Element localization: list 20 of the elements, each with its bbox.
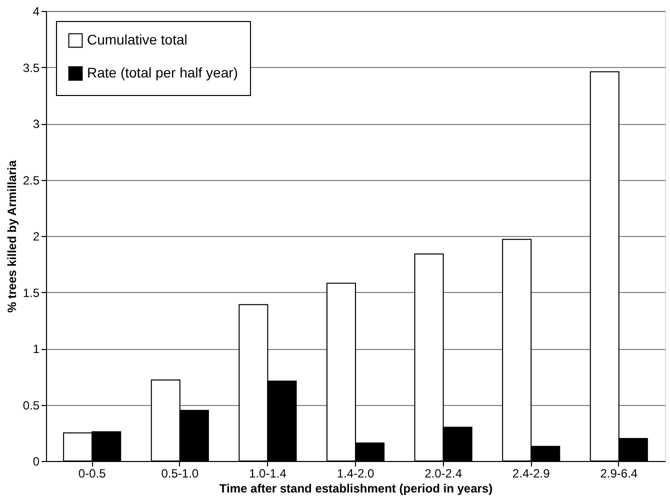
y-axis-title: % trees killed by Armillaria — [4, 160, 19, 313]
y-tick-label: 0 — [32, 454, 40, 468]
y-tick-label: 0.5 — [22, 398, 40, 412]
x-tick-label: 2.9-6.4 — [600, 466, 638, 480]
x-tick-label: 0.5-1.0 — [161, 466, 199, 480]
y-tick-label: 3 — [32, 117, 40, 131]
x-tick-label: 2.4-2.9 — [512, 466, 550, 480]
x-tick-label: 1.0-1.4 — [249, 466, 287, 480]
legend-label: Rate (total per half year) — [87, 64, 238, 80]
x-tick-label: 2.0-2.4 — [424, 466, 462, 480]
x-tick-label: 1.4-2.0 — [336, 466, 375, 480]
legend-label: Cumulative total — [87, 32, 188, 48]
x-axis-title: Time after stand establishment (period in years) — [219, 482, 493, 496]
y-tick-label: 2.5 — [22, 173, 40, 188]
y-tick-label: 3.5 — [22, 60, 40, 75]
y-tick-label: 4 — [32, 4, 40, 18]
y-tick-label: 1 — [32, 342, 40, 356]
y-tick-label: 1.5 — [22, 286, 40, 300]
y-tick-label: 2 — [32, 230, 40, 244]
x-tick-label: 0-0.5 — [78, 466, 106, 480]
